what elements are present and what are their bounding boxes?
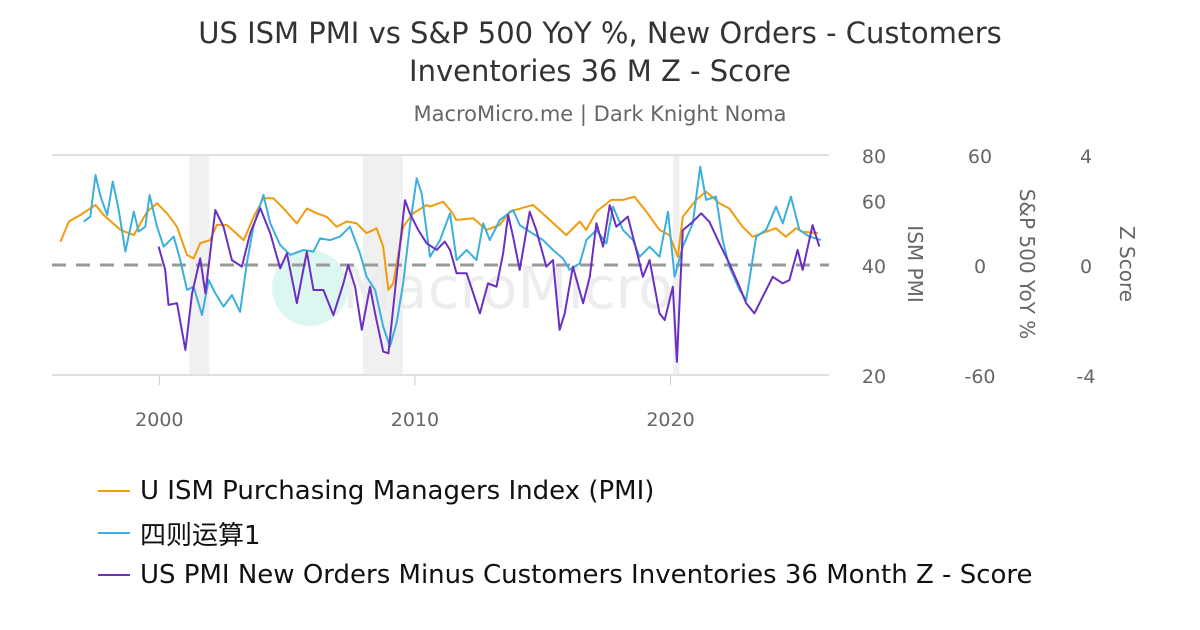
y-tick-label: 80 (862, 146, 886, 168)
legend-swatch (98, 574, 130, 576)
y-tick-label: 40 (862, 256, 886, 278)
y-tick-label: 60 (968, 146, 992, 168)
x-tick-label: 2010 (391, 409, 439, 431)
legend-item-spx[interactable]: 四则运算1 (98, 512, 1033, 554)
y-tick-label: 20 (862, 366, 886, 388)
chart-title-line-2: Inventories 36 M Z - Score (409, 54, 791, 88)
gridlines (52, 154, 829, 376)
y-tick-label: 0 (974, 256, 986, 278)
series-lines (59, 165, 822, 363)
series-line-1 (83, 165, 822, 348)
legend-swatch (98, 532, 130, 534)
y-tick-label: 4 (1080, 146, 1092, 168)
y-tick-label: -4 (1077, 366, 1096, 388)
x-axis: 2000 2010 2020 (135, 375, 695, 431)
legend-item-zscore[interactable]: US PMI New Orders Minus Customers Invent… (98, 554, 1033, 596)
legend-label: U ISM Purchasing Managers Index (PMI) (140, 476, 655, 506)
y-axis-title-z: Z Score (1115, 226, 1139, 302)
legend-label: 四则运算1 (140, 520, 261, 551)
y-axis-title-spx: S&P 500 YoY % (1015, 189, 1039, 340)
legend-swatch (98, 490, 130, 492)
chart-subtitle: MacroMicro.me | Dark Knight Noma (413, 102, 787, 126)
series-line-0 (59, 190, 818, 291)
legend: U ISM Purchasing Managers Index (PMI) 四则… (98, 470, 1033, 596)
x-tick-label: 2000 (135, 409, 183, 431)
y-tick-label: -60 (964, 366, 995, 388)
legend-item-pmi[interactable]: U ISM Purchasing Managers Index (PMI) (98, 470, 1033, 512)
x-tick-label: 2020 (646, 409, 694, 431)
chart-title-line-1: US ISM PMI vs S&P 500 YoY %, New Orders … (198, 16, 1002, 50)
y-axis-title-ism: ISM PMI (903, 225, 927, 302)
legend-label: US PMI New Orders Minus Customers Invent… (140, 560, 1033, 590)
series-line-2 (157, 199, 821, 363)
chart-title: US ISM PMI vs S&P 500 YoY %, New Orders … (0, 14, 1200, 90)
y-tick-label: 60 (862, 192, 886, 214)
y-tick-label: 0 (1080, 256, 1092, 278)
